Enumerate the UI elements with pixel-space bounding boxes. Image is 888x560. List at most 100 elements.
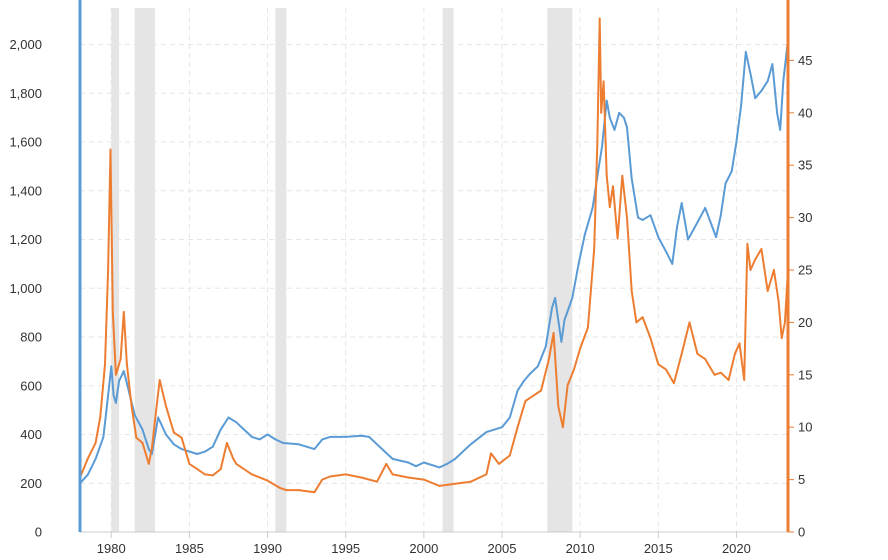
x-axis-tick-label: 1995 [331,541,360,556]
gold-data-point [147,448,150,451]
silver-data-point [165,405,167,408]
gold-data-point [86,473,89,476]
silver-data-point [649,337,652,340]
left-axis-tick-label: 1,600 [9,135,42,150]
silver-data-point [321,478,324,481]
right-axis-tick-label: 15 [798,367,812,382]
gold-data-point [680,202,683,204]
gold-data-point [544,345,547,348]
gold-data-point [376,443,378,446]
silver-data-point [635,321,638,324]
gold-data-point [438,466,441,469]
silver-data-point [524,400,527,402]
silver-data-point [600,111,603,114]
gold-data-point [649,214,652,217]
recession-bands [111,8,573,532]
silver-data-point [204,473,206,476]
grid-lines [80,8,788,532]
silver-data-point [111,311,114,313]
gold-data-point [211,445,214,448]
gold-data-point [172,443,175,446]
silver-data-point [490,452,492,455]
silver-data-point [497,462,500,465]
gold-data-point [501,426,503,429]
silver-data-point [313,491,316,494]
left-axis-tick-label: 1,200 [9,232,42,247]
gold-data-point [537,365,539,368]
silver-data-point [251,473,253,476]
silver-data-point [704,358,707,360]
right-axis-tick-label: 40 [798,105,812,120]
gold-data-point [560,340,563,343]
silver-data-point [385,462,388,465]
silver-data-point [773,269,775,271]
gold-data-point [665,250,667,253]
silver-data-point [376,480,378,483]
gold-data-point [782,80,785,83]
gold-data-point [391,457,394,460]
silver-data-point [713,373,716,376]
silver-data-point [407,476,410,479]
series-lines [79,17,789,494]
silver-data-point [125,363,128,366]
right-axis-tick-label: 30 [798,210,812,225]
silver-data-point [641,316,644,319]
silver-data-point [454,482,456,485]
gold-data-point [671,263,674,265]
gold-data-point [608,116,611,119]
tick-labels: 02004006008001,0001,2001,4001,6001,8002,… [9,37,812,556]
gold-data-point [601,146,603,148]
silver-data-point [579,347,582,350]
silver-data-point [285,489,288,491]
data-points [79,17,789,494]
silver-data-point [608,206,611,209]
silver-data-point [566,384,569,387]
gold-data-point [102,436,105,438]
gold-data-point [110,365,113,368]
gold-data-point [676,226,678,229]
silver-data-point [266,479,269,482]
gold-data-point [571,297,574,299]
silver-data-point [626,216,628,219]
recession-band [111,8,120,532]
silver-data-point [158,379,161,381]
gold-data-point [122,370,125,373]
silver-data-point [485,473,488,476]
gold-data-point [749,72,752,75]
gold-data-point [516,389,519,392]
gold-data-point [297,443,300,446]
gold-data-point [227,416,230,419]
silver-data-point [104,363,106,366]
gold-data-point [180,448,183,451]
gold-data-point [719,214,722,217]
left-axis-tick-label: 200 [20,476,42,491]
silver-data-point [746,242,749,245]
silver-data-point [754,258,757,261]
recession-band [275,8,287,532]
gold-data-point [383,450,386,453]
x-axis-tick-label: 2020 [722,541,751,556]
x-axis-tick-label: 2010 [566,541,595,556]
left-axis-tick-label: 600 [20,378,42,393]
x-axis-tick-label: 1980 [97,541,126,556]
left-axis-tick-label: 1,400 [9,183,42,198]
silver-data-point [135,436,138,439]
gold-data-point [735,141,738,143]
silver-data-point [107,269,110,271]
silver-data-point [680,352,683,355]
gold-data-point [407,461,410,464]
recession-band [547,8,573,532]
silver-data-point [665,368,667,371]
silver-data-point [122,311,125,313]
gold-data-point [551,306,553,309]
gold-data-point [454,457,456,460]
gold-data-point [188,450,191,453]
right-axis-tick-label: 5 [798,472,805,487]
gold-data-point [251,436,253,438]
silver-data-point [562,426,564,429]
right-axis-tick-label: 0 [798,525,805,540]
silver-data-point [226,442,228,444]
silver-data-point [180,436,183,439]
silver-data-point [211,474,214,477]
silver-data-point [587,326,589,329]
